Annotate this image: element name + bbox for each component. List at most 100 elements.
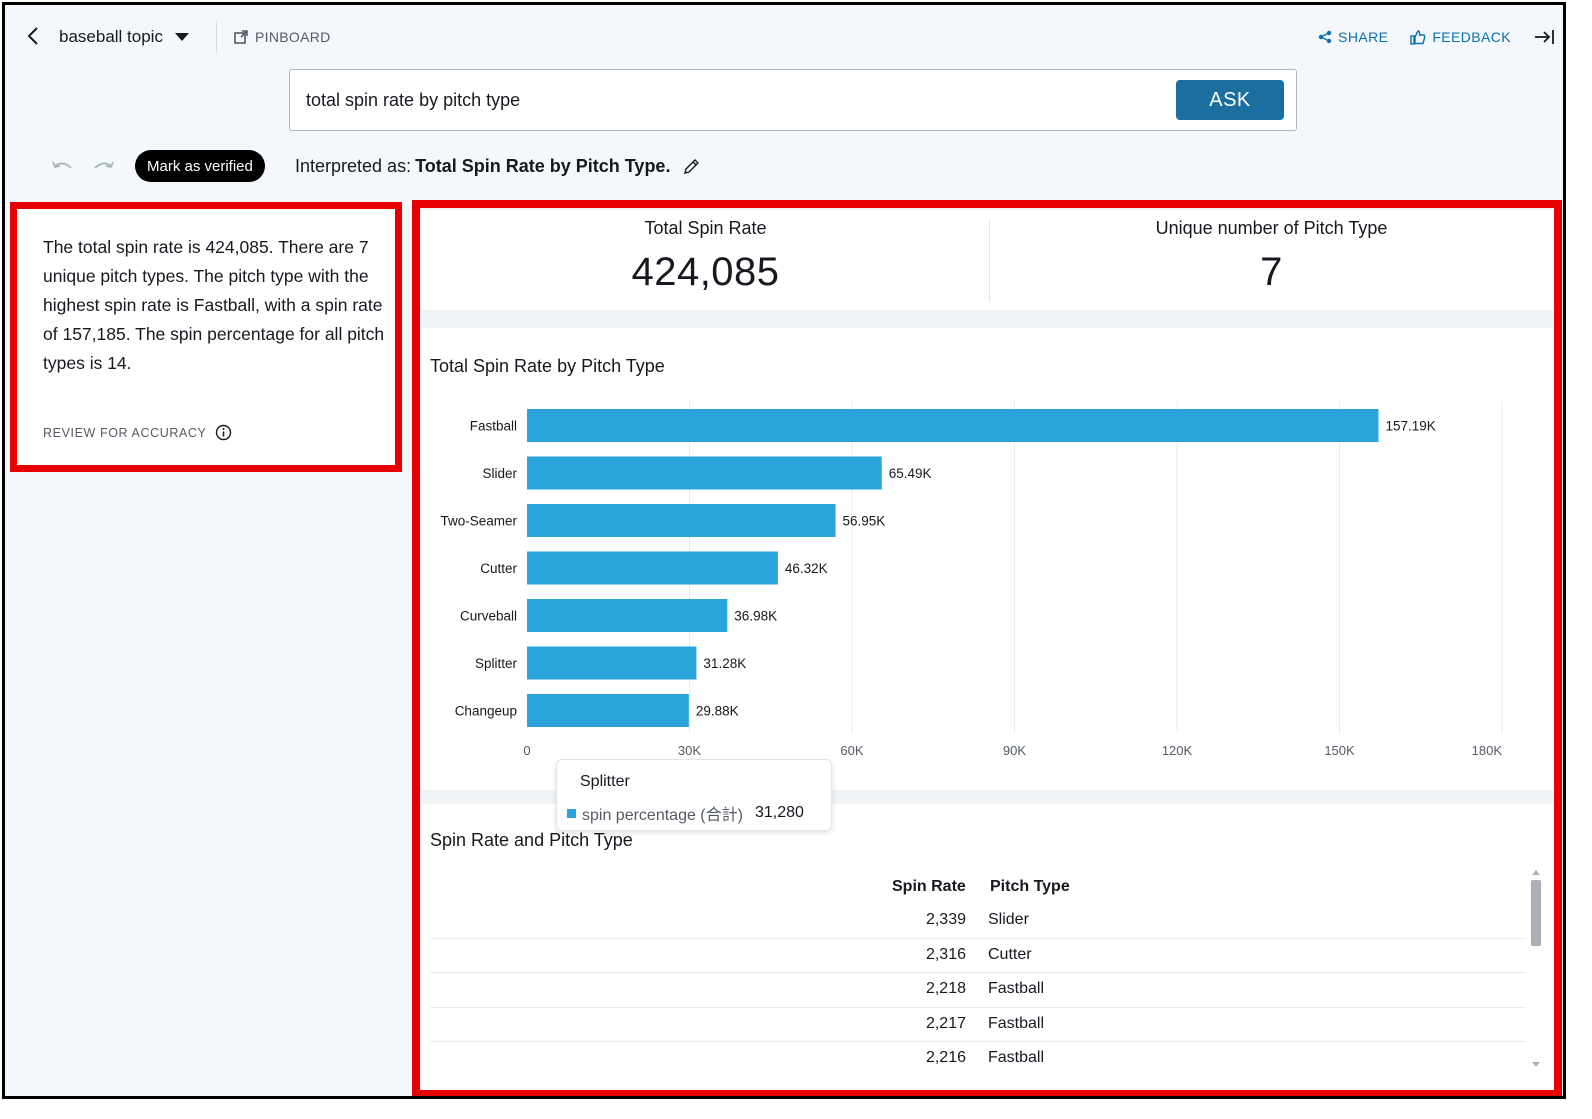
share-icon	[1318, 30, 1332, 44]
review-for-accuracy: REVIEW FOR ACCURACY	[43, 424, 232, 441]
pencil-icon[interactable]	[682, 158, 700, 176]
chart-tooltip: Splitter spin percentage (合計) 31,280	[556, 759, 832, 831]
category-label: Slider	[482, 466, 517, 481]
category-label: Cutter	[480, 561, 517, 576]
column-header-pitch-type[interactable]: Pitch Type	[990, 878, 1070, 895]
cell-spin-rate: 2,316	[925, 945, 966, 963]
feedback-button[interactable]: FEEDBACK	[1410, 29, 1511, 45]
cell-spin-rate: 2,339	[925, 911, 966, 928]
scroll-down-arrow[interactable]	[1532, 1062, 1540, 1067]
data-label: 31.28K	[703, 656, 746, 671]
share-button[interactable]: SHARE	[1318, 29, 1388, 45]
pinboard-label: PINBOARD	[255, 29, 331, 45]
x-tick-label: 180K	[1472, 743, 1503, 758]
kpi-row: Total Spin Rate 424,085 Unique number of…	[422, 210, 1553, 310]
x-tick-label: 0	[523, 743, 530, 758]
tooltip-swatch	[567, 808, 576, 818]
cell-pitch-type: Slider	[988, 911, 1029, 928]
tooltip-value: 31,280	[754, 804, 804, 821]
table-card: Spin Rate and Pitch Type Spin Rate Pitch…	[422, 804, 1553, 1090]
thumbs-up-icon	[1410, 29, 1426, 45]
mark-as-verified-button[interactable]: Mark as verified	[135, 150, 265, 182]
x-tick-label: 150K	[1324, 743, 1355, 758]
undo-icon[interactable]	[49, 158, 77, 178]
chevron-left-icon[interactable]	[24, 25, 44, 47]
category-label: Fastball	[470, 419, 517, 434]
kpi-unique-pitch-types: Unique number of Pitch Type 7	[990, 210, 1553, 310]
tooltip-row: spin percentage (合計) 31,280	[567, 801, 804, 825]
table-row[interactable]: 2,339 Slider	[430, 904, 1526, 939]
data-label: 157.19K	[1385, 419, 1435, 434]
category-label: Curveball	[460, 609, 517, 624]
x-tick-label: 90K	[1003, 743, 1026, 758]
bar-cutter[interactable]	[527, 551, 778, 585]
table-row[interactable]: 2,217 Fastball	[430, 1008, 1526, 1042]
bar-slider[interactable]	[527, 456, 882, 490]
narrative-text: The total spin rate is 424,085. There ar…	[43, 237, 385, 373]
table-row[interactable]: 2,218 Fastball	[430, 973, 1526, 1008]
bar-chart: 0 30K 60K 90K 120K 150K 180K Fastball 157.19K Sli…	[440, 401, 1503, 758]
interpreted-prefix: Interpreted as:	[295, 156, 412, 176]
category-label: Splitter	[475, 656, 518, 671]
topic-selector[interactable]: baseball topic	[59, 27, 189, 47]
x-tick-label: 60K	[840, 743, 863, 758]
interpreted-value: Total Spin Rate by Pitch Type.	[415, 156, 671, 176]
ask-button[interactable]: ASK	[1176, 80, 1284, 120]
redo-icon[interactable]	[89, 158, 117, 178]
table-body: 2,339 Slider 2,316 Cutter 2,218 Fastball 2,217…	[430, 904, 1526, 1077]
info-icon[interactable]	[215, 424, 232, 441]
data-label: 65.49K	[889, 466, 932, 481]
chart-title: Total Spin Rate by Pitch Type	[430, 356, 665, 376]
kpi-value: 424,085	[631, 250, 780, 294]
answer-panel: Total Spin Rate 424,085 Unique number of…	[412, 200, 1562, 1096]
question-input[interactable]	[306, 82, 1146, 118]
data-label: 29.88K	[696, 704, 739, 719]
x-tick-label: 30K	[678, 743, 701, 758]
cell-pitch-type: Fastball	[988, 1049, 1045, 1066]
data-label: 36.98K	[734, 609, 777, 624]
bar-curveball[interactable]	[527, 599, 728, 632]
caret-down-icon	[174, 33, 189, 41]
cell-pitch-type: Fastball	[988, 980, 1045, 997]
data-label: 46.32K	[785, 561, 828, 576]
data-label: 56.95K	[842, 514, 885, 529]
question-bar: ASK	[289, 69, 1297, 131]
bar-two-seamer[interactable]	[527, 504, 836, 537]
category-label: Changeup	[455, 704, 517, 719]
cell-pitch-type: Cutter	[988, 945, 1032, 963]
cell-spin-rate: 2,217	[925, 1014, 966, 1032]
table-row[interactable]: 2,216 Fastball	[430, 1042, 1526, 1077]
cell-spin-rate: 2,216	[925, 1049, 966, 1066]
category-label: Two-Seamer	[440, 514, 517, 529]
tooltip-title: Splitter	[580, 773, 630, 790]
narrative-panel: The total spin rate is 424,085. There ar…	[10, 202, 402, 472]
bar-changeup[interactable]	[527, 694, 689, 727]
table-title: Spin Rate and Pitch Type	[430, 830, 633, 850]
app-window: baseball topic PINBOARD SHARE	[2, 2, 1566, 1099]
kpi-label: Unique number of Pitch Type	[1155, 218, 1388, 238]
kpi-value: 7	[1260, 250, 1283, 294]
topic-label: baseball topic	[59, 27, 163, 46]
column-header-spin-rate[interactable]: Spin Rate	[892, 878, 966, 895]
share-label: SHARE	[1338, 29, 1389, 45]
interpretation: Interpreted as: Total Spin Rate by Pitch…	[295, 156, 700, 177]
bar-splitter[interactable]	[527, 646, 697, 680]
table-row[interactable]: 2,316 Cutter	[430, 939, 1526, 973]
scroll-thumb[interactable]	[1531, 880, 1541, 946]
kpi-divider	[989, 220, 990, 302]
pinboard-button[interactable]: PINBOARD	[233, 29, 331, 45]
header-divider	[216, 21, 217, 53]
top-bar: baseball topic PINBOARD SHARE	[5, 5, 1563, 67]
cell-spin-rate: 2,218	[925, 980, 966, 997]
feedback-label: FEEDBACK	[1432, 29, 1511, 45]
table-scrollbar[interactable]	[1530, 870, 1542, 1070]
tooltip-series: spin percentage (合計)	[582, 807, 743, 824]
bar-fastball[interactable]	[527, 409, 1379, 442]
pin-icon	[234, 30, 248, 44]
x-tick-label: 120K	[1162, 743, 1193, 758]
kpi-total-spin-rate: Total Spin Rate 424,085	[422, 210, 989, 310]
scroll-up-arrow[interactable]	[1532, 870, 1540, 875]
collapse-panel-icon[interactable]	[1533, 27, 1555, 47]
review-label: REVIEW FOR ACCURACY	[43, 425, 207, 440]
kpi-label: Total Spin Rate	[644, 218, 767, 238]
